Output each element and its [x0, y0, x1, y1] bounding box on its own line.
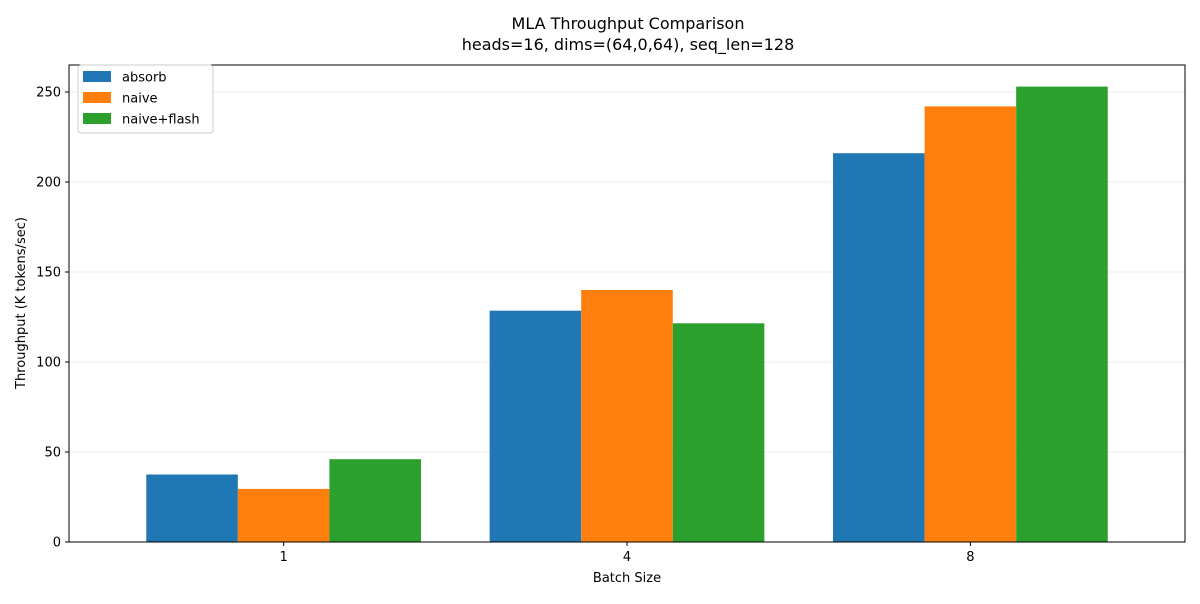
bar-absorb-1 — [146, 474, 238, 542]
x-tick-label: 4 — [623, 550, 631, 565]
bar-naive-4 — [581, 290, 673, 542]
legend-swatch — [83, 71, 111, 82]
bar-naive-1 — [237, 488, 330, 542]
legend-label: naive+flash — [122, 113, 200, 128]
bar-naive-flash-4 — [672, 323, 765, 542]
y-tick-label: 50 — [44, 446, 61, 461]
plot-frame — [68, 64, 1186, 543]
legend-items: absorb naive naive+flash — [83, 71, 200, 128]
y-tick-label: 100 — [36, 356, 61, 371]
legend-label: naive — [122, 92, 158, 107]
bars — [146, 86, 1108, 543]
y-tick-label: 200 — [36, 176, 61, 191]
bar-naive-flash-1 — [329, 459, 421, 542]
chart-title: MLA Throughput Comparison — [512, 14, 745, 33]
y-axis-ticks: 0 50 100 150 200 250 — [36, 86, 69, 551]
bar-absorb-4 — [489, 310, 582, 542]
x-tick-label: 8 — [966, 550, 974, 565]
legend-frame — [77, 64, 214, 134]
legend-label: absorb — [122, 71, 167, 86]
bar-naive-8 — [924, 106, 1017, 543]
x-tick-label: 1 — [279, 550, 287, 565]
legend-swatch — [83, 92, 111, 103]
y-tick-label: 150 — [36, 266, 61, 281]
legend: absorb naive naive+flash — [77, 64, 214, 134]
x-axis-label: Batch Size — [593, 571, 661, 586]
chart-subtitle: heads=16, dims=(64,0,64), seq_len=128 — [462, 35, 795, 55]
x-axis-ticks: 1 4 8 — [279, 542, 975, 565]
bar-naive-flash-8 — [1016, 86, 1108, 542]
y-axis-label: Throughput (K tokens/sec) — [14, 217, 29, 390]
y-tick-label: 250 — [36, 86, 61, 101]
y-tick-label: 0 — [53, 536, 61, 551]
legend-swatch — [83, 113, 111, 124]
bar-absorb-8 — [833, 153, 925, 542]
